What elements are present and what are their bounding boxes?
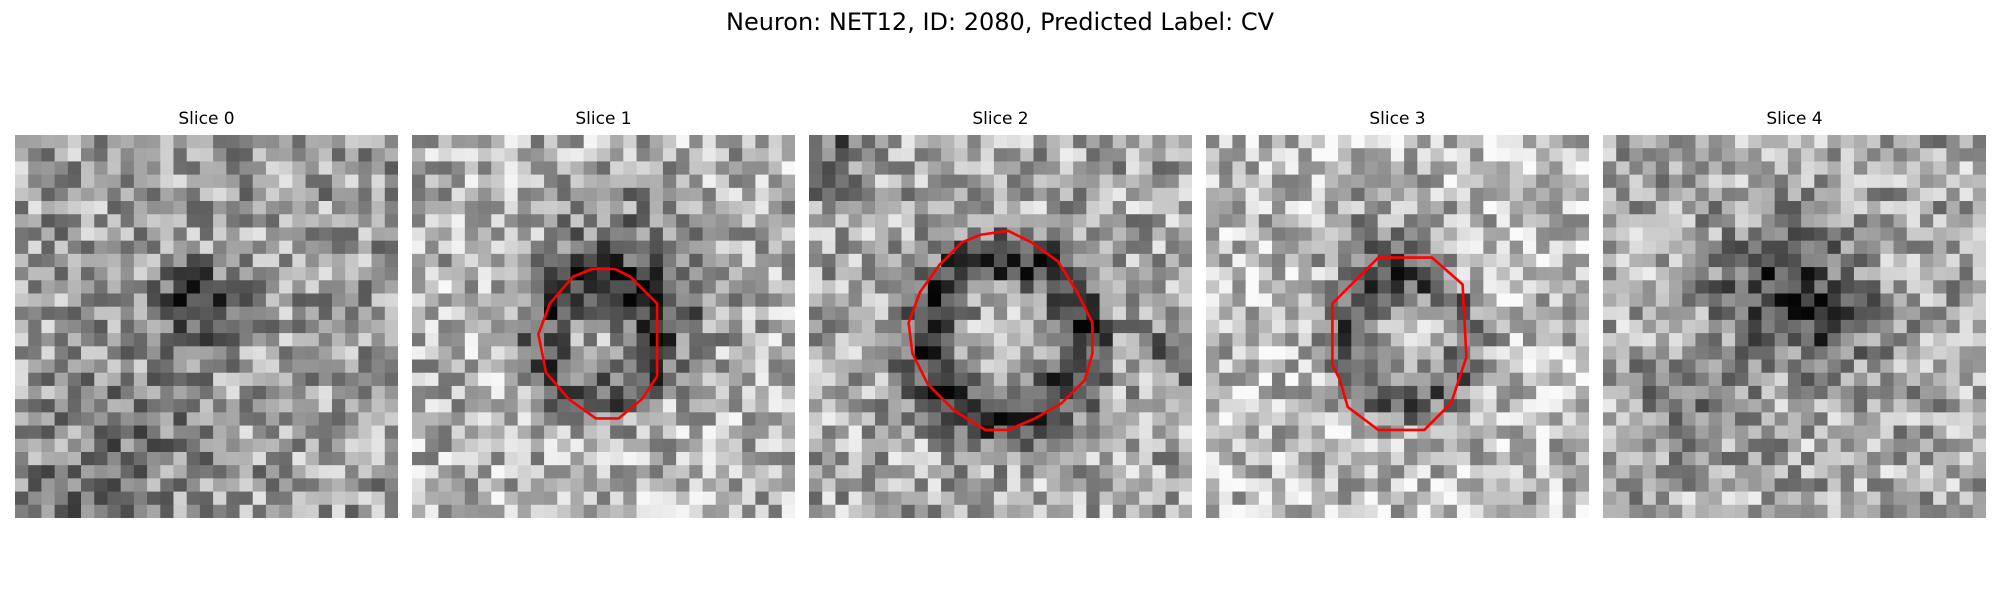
slice-image-2 <box>809 135 1192 518</box>
slice-svg-3 <box>1206 135 1589 518</box>
slice-panel-1: Slice 1 <box>412 108 795 518</box>
slice-title-2: Slice 2 <box>972 109 1029 129</box>
slice-title-0: Slice 0 <box>178 109 235 129</box>
slice-svg-1 <box>412 135 795 518</box>
slice-image-4 <box>1603 135 1986 518</box>
figure-title: Neuron: NET12, ID: 2080, Predicted Label… <box>726 8 1274 36</box>
slice-panel-2: Slice 2 <box>809 108 1192 518</box>
slice-svg-4 <box>1603 135 1986 518</box>
slice-svg-0 <box>15 135 398 518</box>
segmentation-contour-1 <box>537 267 659 420</box>
slice-panel-4: Slice 4 <box>1603 108 1986 518</box>
slice-title-1: Slice 1 <box>575 109 632 129</box>
slice-image-1 <box>412 135 795 518</box>
segmentation-contour-3 <box>1331 256 1468 432</box>
slice-title-4: Slice 4 <box>1766 109 1823 129</box>
slice-panel-0: Slice 0 <box>15 108 398 518</box>
slice-panel-3: Slice 3 <box>1206 108 1589 518</box>
slice-image-0 <box>15 135 398 518</box>
slice-image-3 <box>1206 135 1589 518</box>
segmentation-contour-2 <box>907 229 1094 432</box>
slice-title-3: Slice 3 <box>1369 109 1426 129</box>
slice-svg-2 <box>809 135 1192 518</box>
